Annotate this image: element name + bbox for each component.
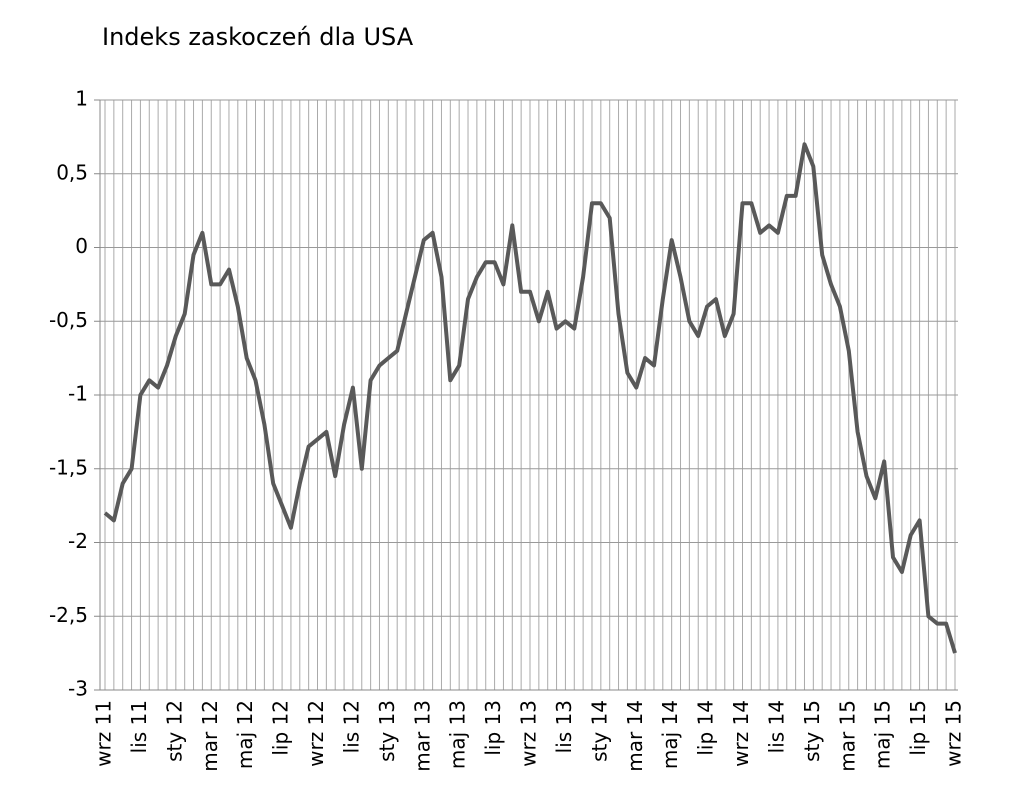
y-tick-label: -2,5 [49,603,88,627]
x-tick-label: mar 12 [198,700,222,772]
x-tick-label: wrz 12 [304,700,328,767]
x-tick-label: maj 14 [658,700,682,769]
y-tick-label: -3 [68,677,88,701]
chart-title: Indeks zaskoczeń dla USA [102,23,414,51]
x-tick-label: wrz 14 [729,700,753,767]
x-tick-label: mar 13 [410,700,434,772]
x-tick-label: sty 14 [587,700,611,762]
x-tick-label: lip 14 [694,700,718,756]
x-tick-label: mar 14 [623,700,647,772]
x-tick-label: lis 13 [552,700,576,753]
x-tick-label: sty 13 [375,700,399,762]
x-tick-label: wrz 11 [92,700,116,767]
y-tick-label: 0,5 [56,160,88,184]
x-tick-label: lis 12 [339,700,363,753]
x-tick-label: maj 12 [233,700,257,769]
x-tick-label: sty 15 [800,700,824,762]
x-tick-label: wrz 13 [517,700,541,767]
x-tick-label: maj 13 [446,700,470,769]
series-line [103,142,957,654]
y-tick-label: 0 [75,234,88,258]
x-tick-label: lip 15 [906,700,930,756]
x-tick-label: mar 15 [835,700,859,772]
x-tick-label: maj 15 [871,700,895,769]
x-tick-label: sty 12 [162,700,186,762]
x-tick-label: lis 11 [127,700,151,753]
y-tick-label: 1 [75,87,88,111]
y-tick-label: -1 [68,382,88,406]
x-tick-label: lip 12 [269,700,293,756]
x-tick-label: lis 14 [764,700,788,753]
x-tick-label: wrz 15 [942,700,966,767]
x-tick-label: lip 13 [481,700,505,756]
y-tick-label: -1,5 [49,455,88,479]
y-tick-label: -0,5 [49,308,88,332]
y-tick-label: -2 [68,529,88,553]
